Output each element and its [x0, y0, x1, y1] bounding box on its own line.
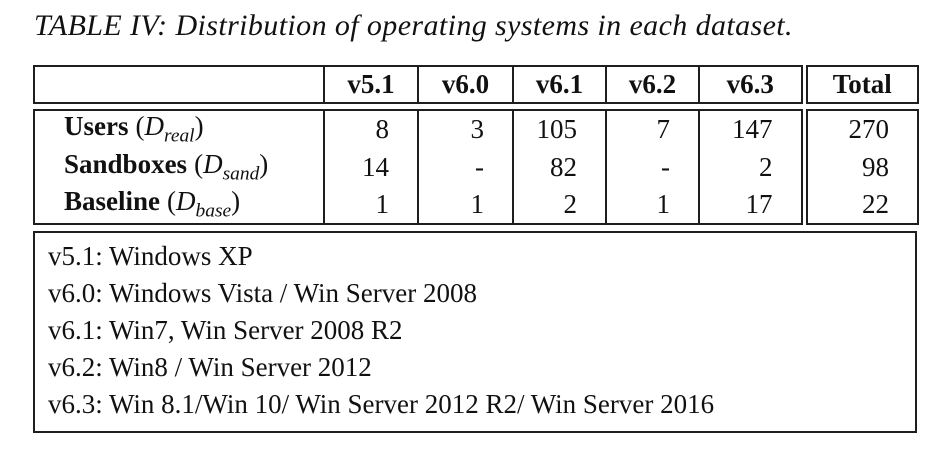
paren-close: )	[231, 186, 241, 217]
cell-value: 1	[605, 186, 699, 224]
cell-value: 8	[323, 110, 418, 148]
row-label-baseline: Baseline (Dbase)	[33, 186, 324, 224]
column-header-v60: v6.0	[417, 66, 513, 103]
column-header-total: Total	[800, 66, 918, 103]
table-body: Users (Dreal) 8 3 105 7 147 270 Sandboxes…	[33, 109, 919, 225]
dataset-name: Baseline	[64, 186, 161, 217]
cell-value: -	[417, 148, 513, 186]
column-header-v62: v6.2	[605, 66, 699, 103]
table-row-baseline: Baseline (Dbase) 1 1 2 1 17 22	[33, 186, 918, 224]
cell-value: -	[605, 148, 699, 186]
math-subscript: base	[195, 200, 232, 222]
math-symbol: D	[144, 111, 164, 142]
dataset-name: Users	[64, 111, 129, 142]
legend-item-v51: v5.1: Windows XP	[48, 241, 253, 271]
cell-value: 7	[605, 110, 699, 148]
dataset-name: Sandboxes	[64, 148, 188, 179]
math-subscript: sand	[222, 163, 260, 185]
dataset-symbol: (Dbase)	[167, 186, 241, 221]
cell-value: 82	[512, 148, 606, 186]
table-row-sandboxes: Sandboxes (Dsand) 14 - 82 - 2 98	[33, 148, 918, 186]
column-header-v63: v6.3	[698, 66, 804, 103]
cell-value: 105	[512, 110, 606, 148]
cell-total: 270	[800, 110, 918, 148]
cell-value: 1	[417, 186, 513, 224]
legend-item-v62: v6.2: Win8 / Win Server 2012	[48, 352, 372, 382]
column-header-v61: v6.1	[512, 66, 606, 103]
table-header: v5.1 v6.0 v6.1 v6.2 v6.3 Total	[33, 65, 919, 104]
table-row-users: Users (Dreal) 8 3 105 7 147 270	[33, 110, 918, 148]
legend-item-v63: v6.3: Win 8.1/Win 10/ Win Server 2012 R2…	[48, 389, 715, 419]
paren-open: (	[135, 111, 145, 142]
math-symbol: D	[176, 186, 196, 217]
paren-close: )	[194, 111, 204, 142]
table-caption: TABLE IV: Distribution of operating syst…	[34, 9, 793, 42]
paren-open: (	[167, 186, 177, 217]
math-subscript: real	[163, 125, 195, 147]
paren-open: (	[194, 148, 204, 179]
cell-total: 98	[800, 148, 918, 186]
cell-value: 2	[512, 186, 606, 224]
cell-value: 1	[323, 186, 418, 224]
os-distribution-table: v5.1 v6.0 v6.1 v6.2 v6.3 Total Users (Dre…	[33, 65, 943, 225]
legend-item-v61: v6.1: Win7, Win Server 2008 R2	[48, 315, 403, 345]
row-label-users: Users (Dreal)	[33, 110, 324, 148]
legend-box: v5.1: Windows XP v6.0: Windows Vista / W…	[33, 231, 917, 433]
column-header-v51: v5.1	[323, 66, 418, 103]
cell-value: 17	[698, 186, 804, 224]
paren-close: )	[259, 148, 269, 179]
row-label-sandboxes: Sandboxes (Dsand)	[33, 148, 324, 186]
header-row: v5.1 v6.0 v6.1 v6.2 v6.3 Total	[33, 66, 918, 103]
corner-cell	[33, 66, 324, 103]
cell-value: 3	[417, 110, 513, 148]
math-symbol: D	[203, 148, 223, 179]
dataset-symbol: (Dreal)	[135, 111, 204, 146]
cell-value: 14	[323, 148, 418, 186]
legend-item-v60: v6.0: Windows Vista / Win Server 2008	[48, 278, 477, 308]
cell-total: 22	[800, 186, 918, 224]
cell-value: 147	[698, 110, 804, 148]
cell-value: 2	[698, 148, 804, 186]
dataset-symbol: (Dsand)	[194, 148, 269, 184]
paper-figure: TABLE IV: Distribution of operating syst…	[0, 9, 943, 433]
